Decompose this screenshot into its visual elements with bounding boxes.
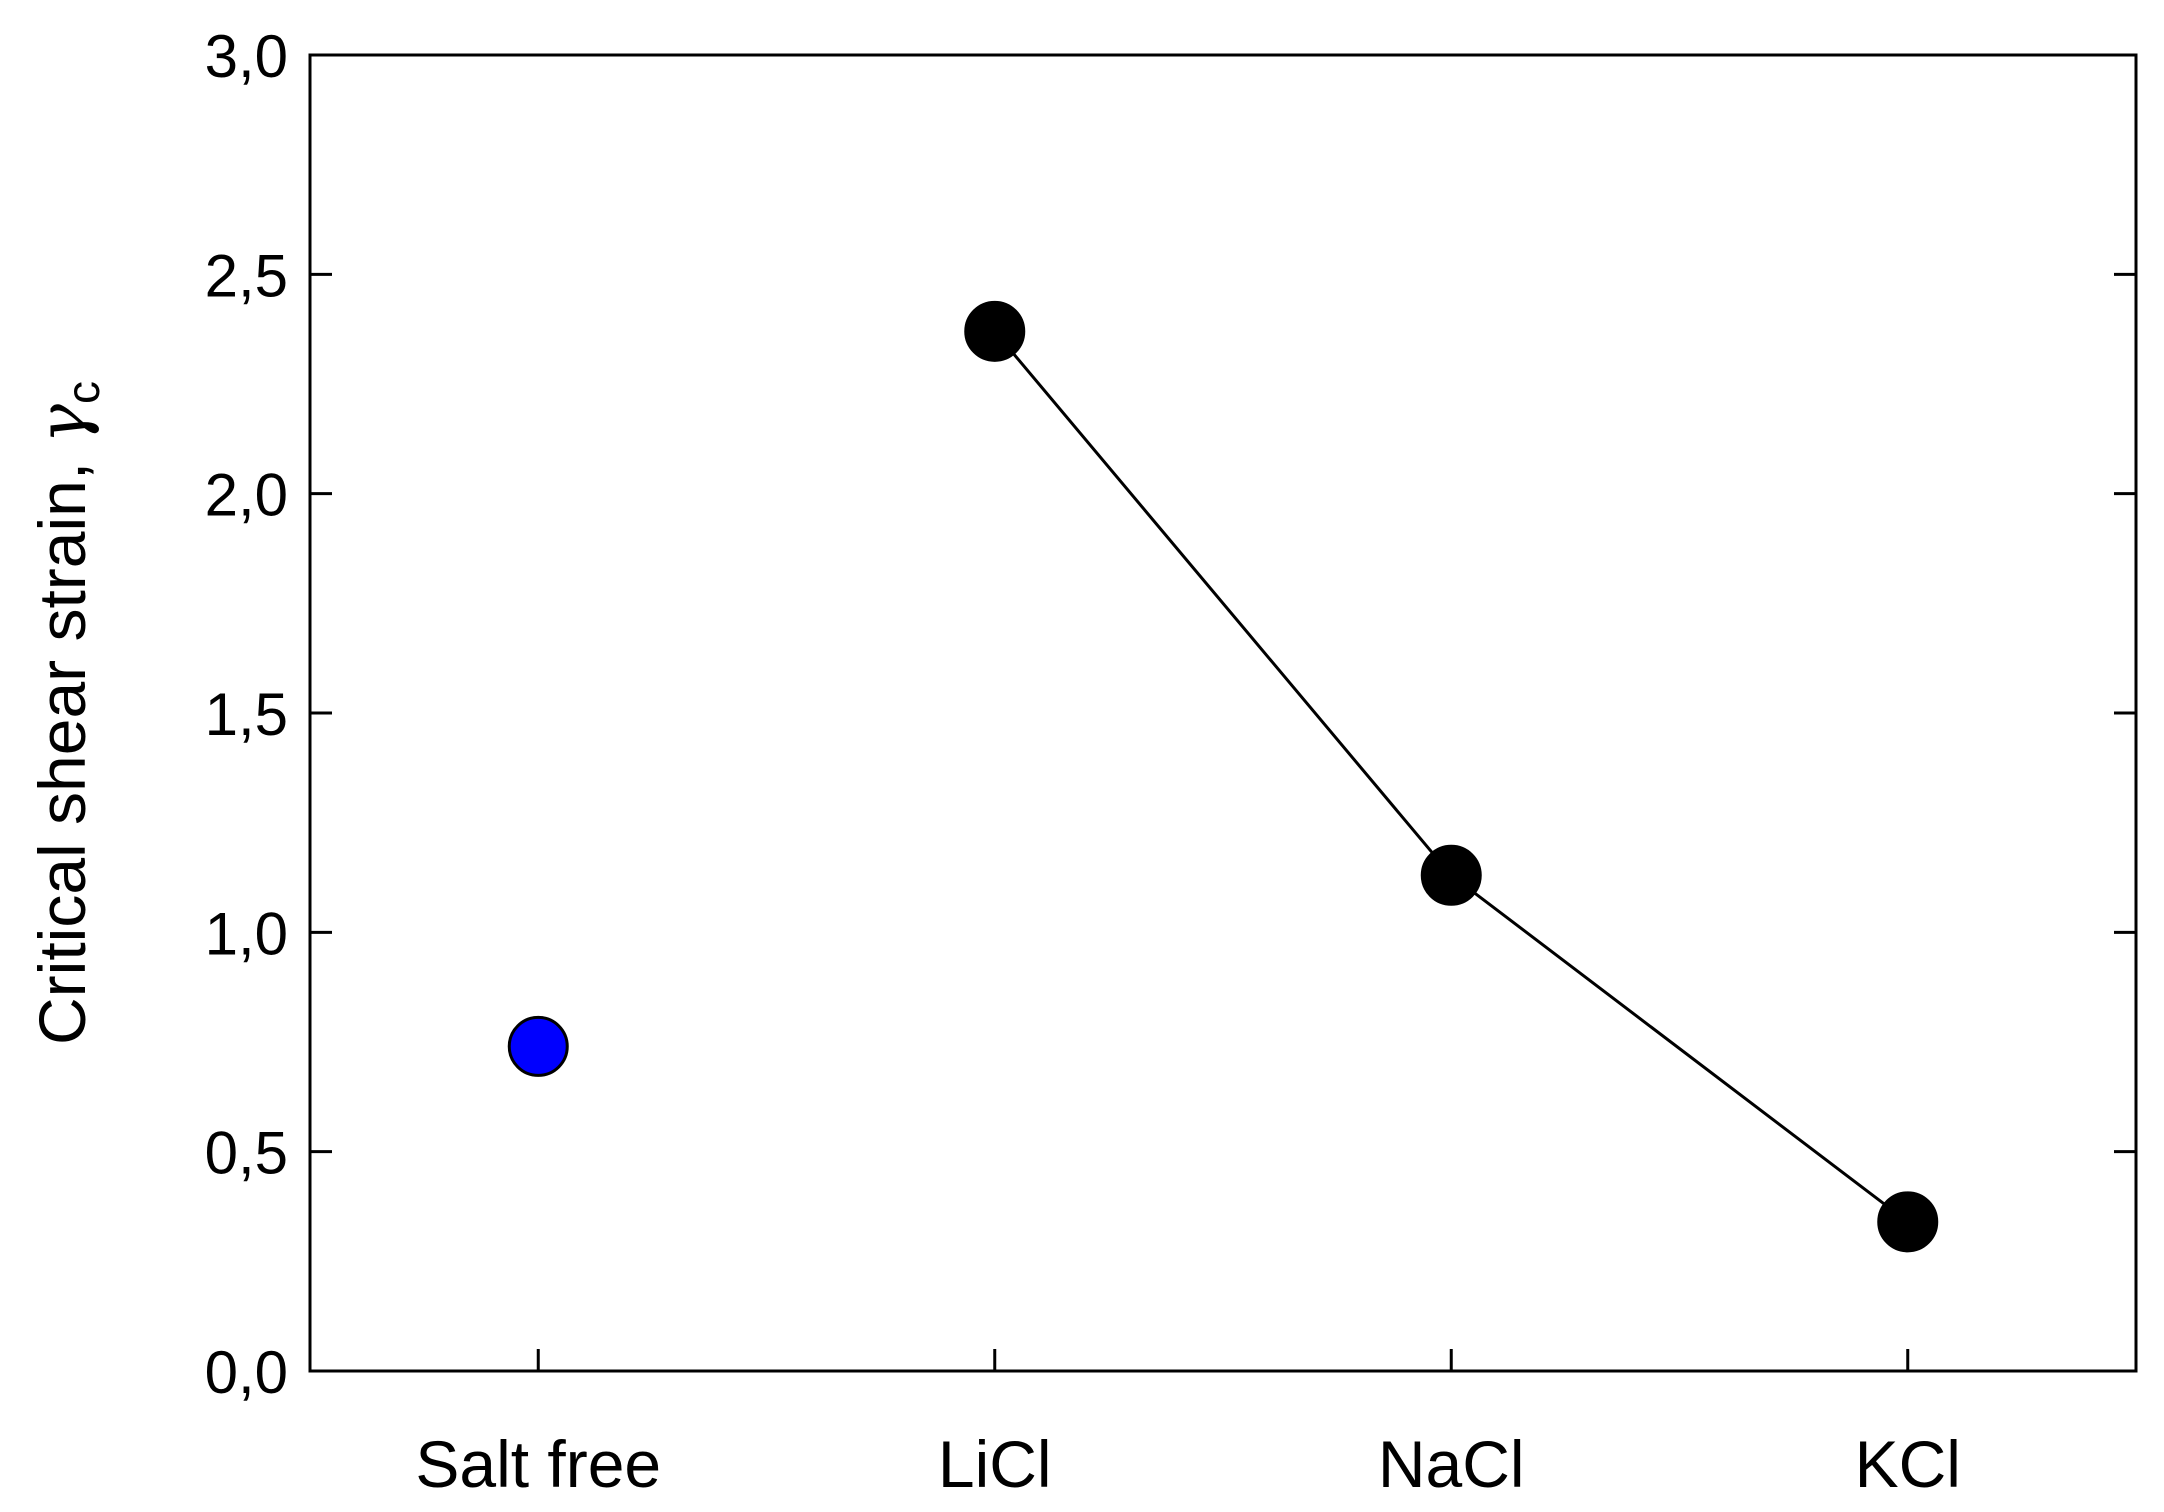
- y-tick-label: 2,5: [205, 242, 288, 309]
- plot-frame: [308, 53, 2138, 1373]
- y-tick-label: 3,0: [205, 23, 288, 90]
- y-tick-label: 0,5: [205, 1120, 288, 1187]
- y-tick-label: 1,5: [205, 681, 288, 748]
- y-tick-label: 2,0: [205, 462, 288, 529]
- x-axis-ticks: Salt free LiCl NaCl KCl: [415, 1349, 1961, 1501]
- x-tick-label: KCl: [1855, 1427, 1961, 1501]
- y-tick-label: 1,0: [205, 900, 288, 967]
- series-line: [993, 330, 1909, 1224]
- y-tick-label: 0,0: [205, 1339, 288, 1406]
- data-point: [1420, 844, 1482, 906]
- series-lines: [993, 330, 1909, 1224]
- data-point: [964, 300, 1026, 362]
- x-tick-label: LiCl: [938, 1427, 1052, 1501]
- data-point: [1877, 1191, 1939, 1253]
- x-tick-label: NaCl: [1378, 1427, 1525, 1501]
- y-axis-ticks: 0,0 0,5 1,0 1,5 2,0 2,5 3,0: [205, 23, 2136, 1406]
- x-tick-label: Salt free: [415, 1427, 661, 1501]
- series-points: [507, 300, 1939, 1253]
- data-point: [507, 1015, 569, 1077]
- y-axis-label: Critical shear strain, γc: [24, 381, 109, 1045]
